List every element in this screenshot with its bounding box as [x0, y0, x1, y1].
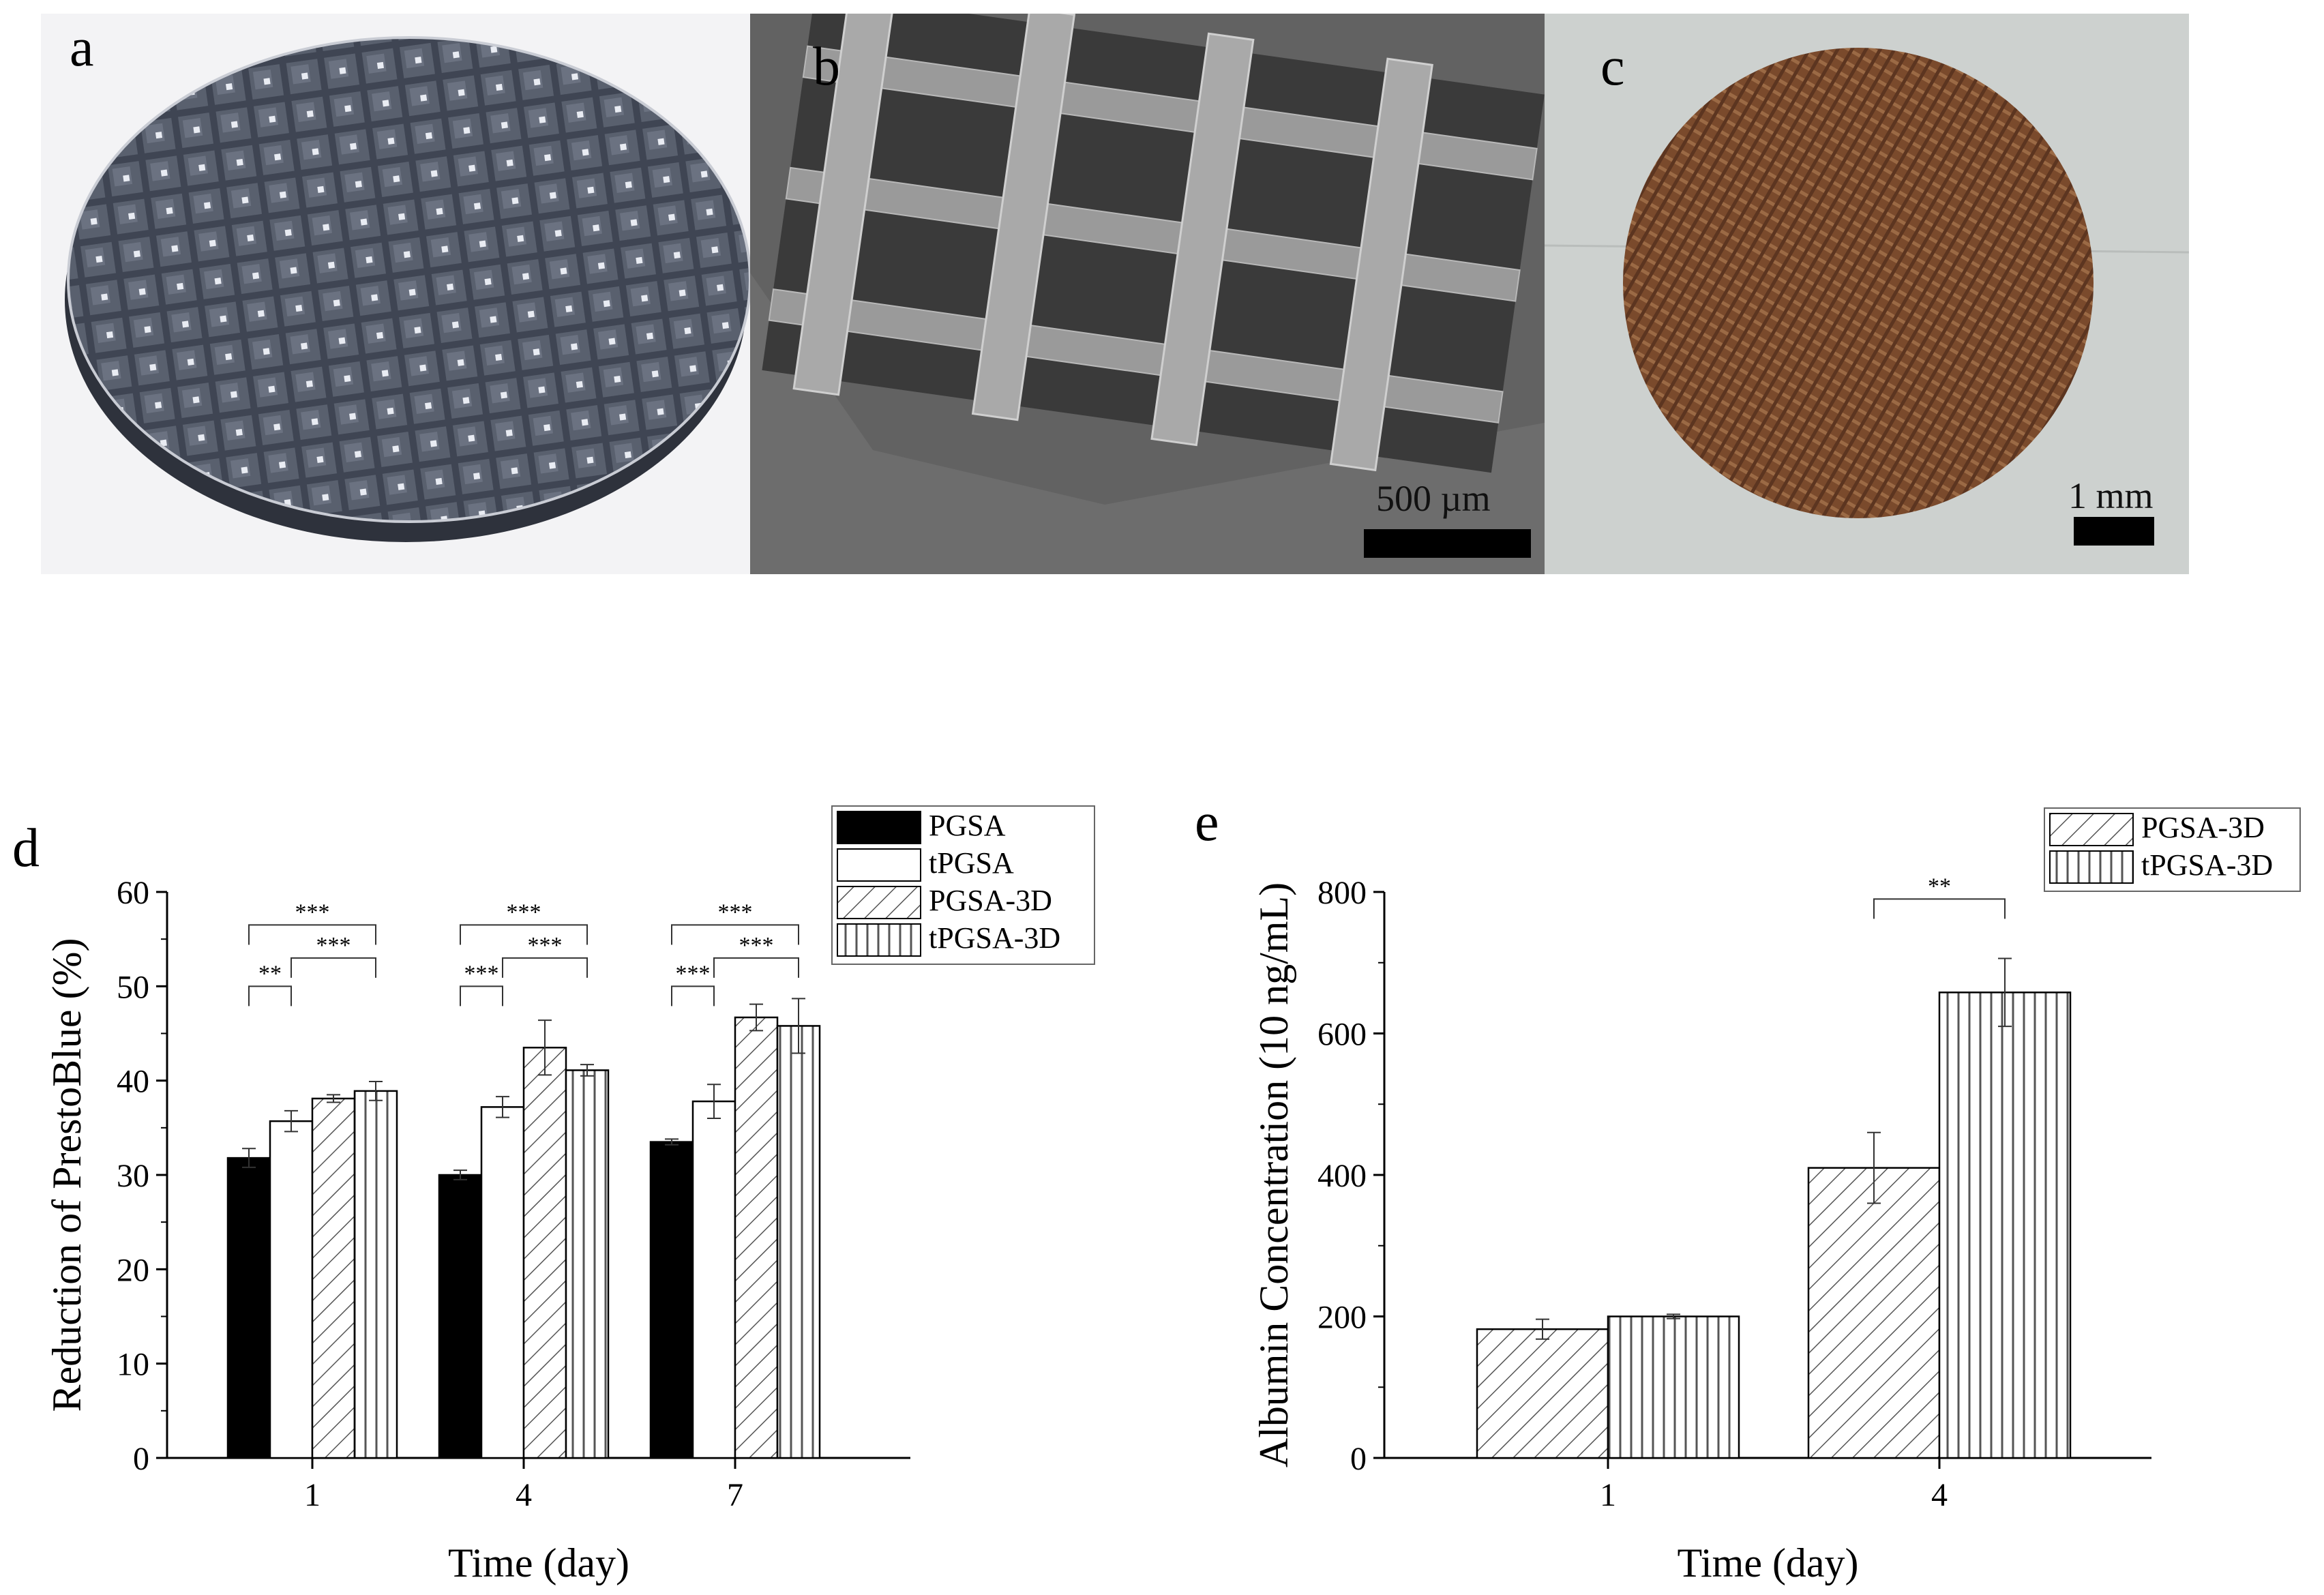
significance-label: *** [464, 961, 499, 986]
sem-scalebar-label: 500 µm [1376, 478, 1491, 519]
scaffold-photo-image [1545, 14, 2189, 574]
bar-PGSA-3D-7 [734, 1016, 779, 1459]
significance-label: ** [1928, 874, 1951, 899]
legend-swatch-PGSA [837, 811, 921, 844]
significance-label: *** [295, 899, 330, 925]
y-tick-label: 60 [117, 875, 149, 911]
significance-bracket [713, 957, 799, 978]
significance-label: *** [718, 899, 753, 925]
y-tick-label: 800 [1317, 875, 1367, 911]
legend-label: PGSA-3D [929, 884, 1052, 917]
bar-tPGSA-3D-1 [353, 1090, 398, 1459]
sem-image [750, 14, 1545, 574]
legend-swatch-PGSA-3D [837, 886, 921, 919]
significance-bracket [248, 985, 292, 1007]
y-tick-label: 20 [117, 1252, 149, 1288]
significance-label: *** [316, 933, 351, 958]
legend-swatch-tPGSA [837, 848, 921, 882]
bar-tPGSA-4 [480, 1106, 525, 1459]
bar-PGSA-3D-4 [1807, 1167, 1941, 1459]
bar-tPGSA-7 [691, 1100, 736, 1459]
significance-bracket [460, 985, 503, 1007]
legend-label: tPGSA-3D [2141, 848, 2273, 882]
panel-letter-c: c [1600, 37, 1625, 97]
panel-a-render: a [41, 14, 750, 574]
x-tick-label: 7 [727, 1477, 743, 1513]
scaffold-render-image [65, 36, 750, 542]
bar-tPGSA-3D-7 [776, 1025, 821, 1459]
significance-bracket [290, 957, 376, 978]
legend-swatch-tPGSA-3D [2049, 850, 2134, 884]
significance-label: *** [739, 933, 774, 958]
panel-letter-b: b [813, 37, 840, 97]
panel-c-photo: c 1 mm [1545, 14, 2189, 574]
x-tick-label: 4 [516, 1477, 532, 1513]
bar-tPGSA-3D-4 [565, 1069, 610, 1459]
y-tick-label: 40 [117, 1064, 149, 1100]
bar-PGSA-3D-4 [522, 1047, 567, 1459]
bar-PGSA-1 [226, 1157, 271, 1459]
significance-bracket [671, 924, 799, 945]
sem-scalebar [1364, 529, 1531, 558]
significance-label: *** [528, 933, 563, 958]
panel-letter-a: a [70, 18, 94, 78]
bar-tPGSA-1 [269, 1120, 314, 1459]
legend-label: PGSA [929, 809, 1006, 842]
significance-bracket [502, 957, 588, 978]
y-tick-label: 400 [1317, 1158, 1367, 1194]
significance-bracket [1873, 898, 2006, 919]
x-tick-label: 4 [1931, 1477, 1948, 1513]
significance-bracket [671, 985, 715, 1007]
y-axis-title: Albumin Concentration (10 ng/mL) [1251, 882, 1296, 1467]
y-axis-title: Reduction of PrestoBlue (%) [44, 938, 89, 1412]
panel-b-sem: b 500 µm [750, 14, 1545, 574]
legend-swatch-tPGSA-3D [837, 923, 921, 957]
panel-letter-d: d [12, 818, 40, 878]
significance-label: ** [258, 961, 282, 986]
legend-label: PGSA-3D [2141, 811, 2265, 844]
x-axis-title: Time (day) [1677, 1540, 1858, 1585]
bar-PGSA-7 [649, 1141, 694, 1459]
significance-label: *** [507, 899, 541, 925]
bar-PGSA-4 [438, 1174, 483, 1459]
legend-label: tPGSA-3D [929, 921, 1060, 955]
bar-tPGSA-3D-1 [1607, 1315, 1740, 1459]
bar-tPGSA-3D-4 [1938, 992, 2072, 1459]
panel-letter-e: e [1195, 792, 1219, 852]
significance-label: *** [676, 961, 711, 986]
legend-swatch-PGSA-3D [2049, 813, 2134, 846]
y-tick-label: 200 [1317, 1300, 1367, 1336]
y-tick-label: 50 [117, 969, 149, 1005]
bar-PGSA-3D-1 [311, 1097, 356, 1459]
significance-bracket [460, 924, 588, 945]
y-tick-label: 10 [117, 1347, 149, 1383]
y-tick-label: 0 [133, 1441, 149, 1477]
y-tick-label: 30 [117, 1158, 149, 1194]
photo-scalebar-label: 1 mm [2068, 475, 2154, 516]
y-tick-label: 600 [1317, 1017, 1367, 1053]
chart-e: e 0 200 400 600 800 1 4 Time (day) Albumin Concen… [1195, 792, 2301, 1585]
significance-bracket [248, 924, 376, 945]
x-axis-title: Time (day) [448, 1540, 629, 1585]
photo-scalebar [2074, 517, 2154, 546]
legend-label: tPGSA [929, 846, 1014, 880]
bar-PGSA-3D-1 [1476, 1328, 1609, 1459]
chart-d: d 0 10 20 30 40 50 60 1 4 7 Time (day) Reduction of … [12, 805, 1095, 1585]
x-tick-label: 1 [1600, 1477, 1616, 1513]
y-tick-label: 0 [1350, 1441, 1367, 1477]
x-tick-label: 1 [304, 1477, 321, 1513]
